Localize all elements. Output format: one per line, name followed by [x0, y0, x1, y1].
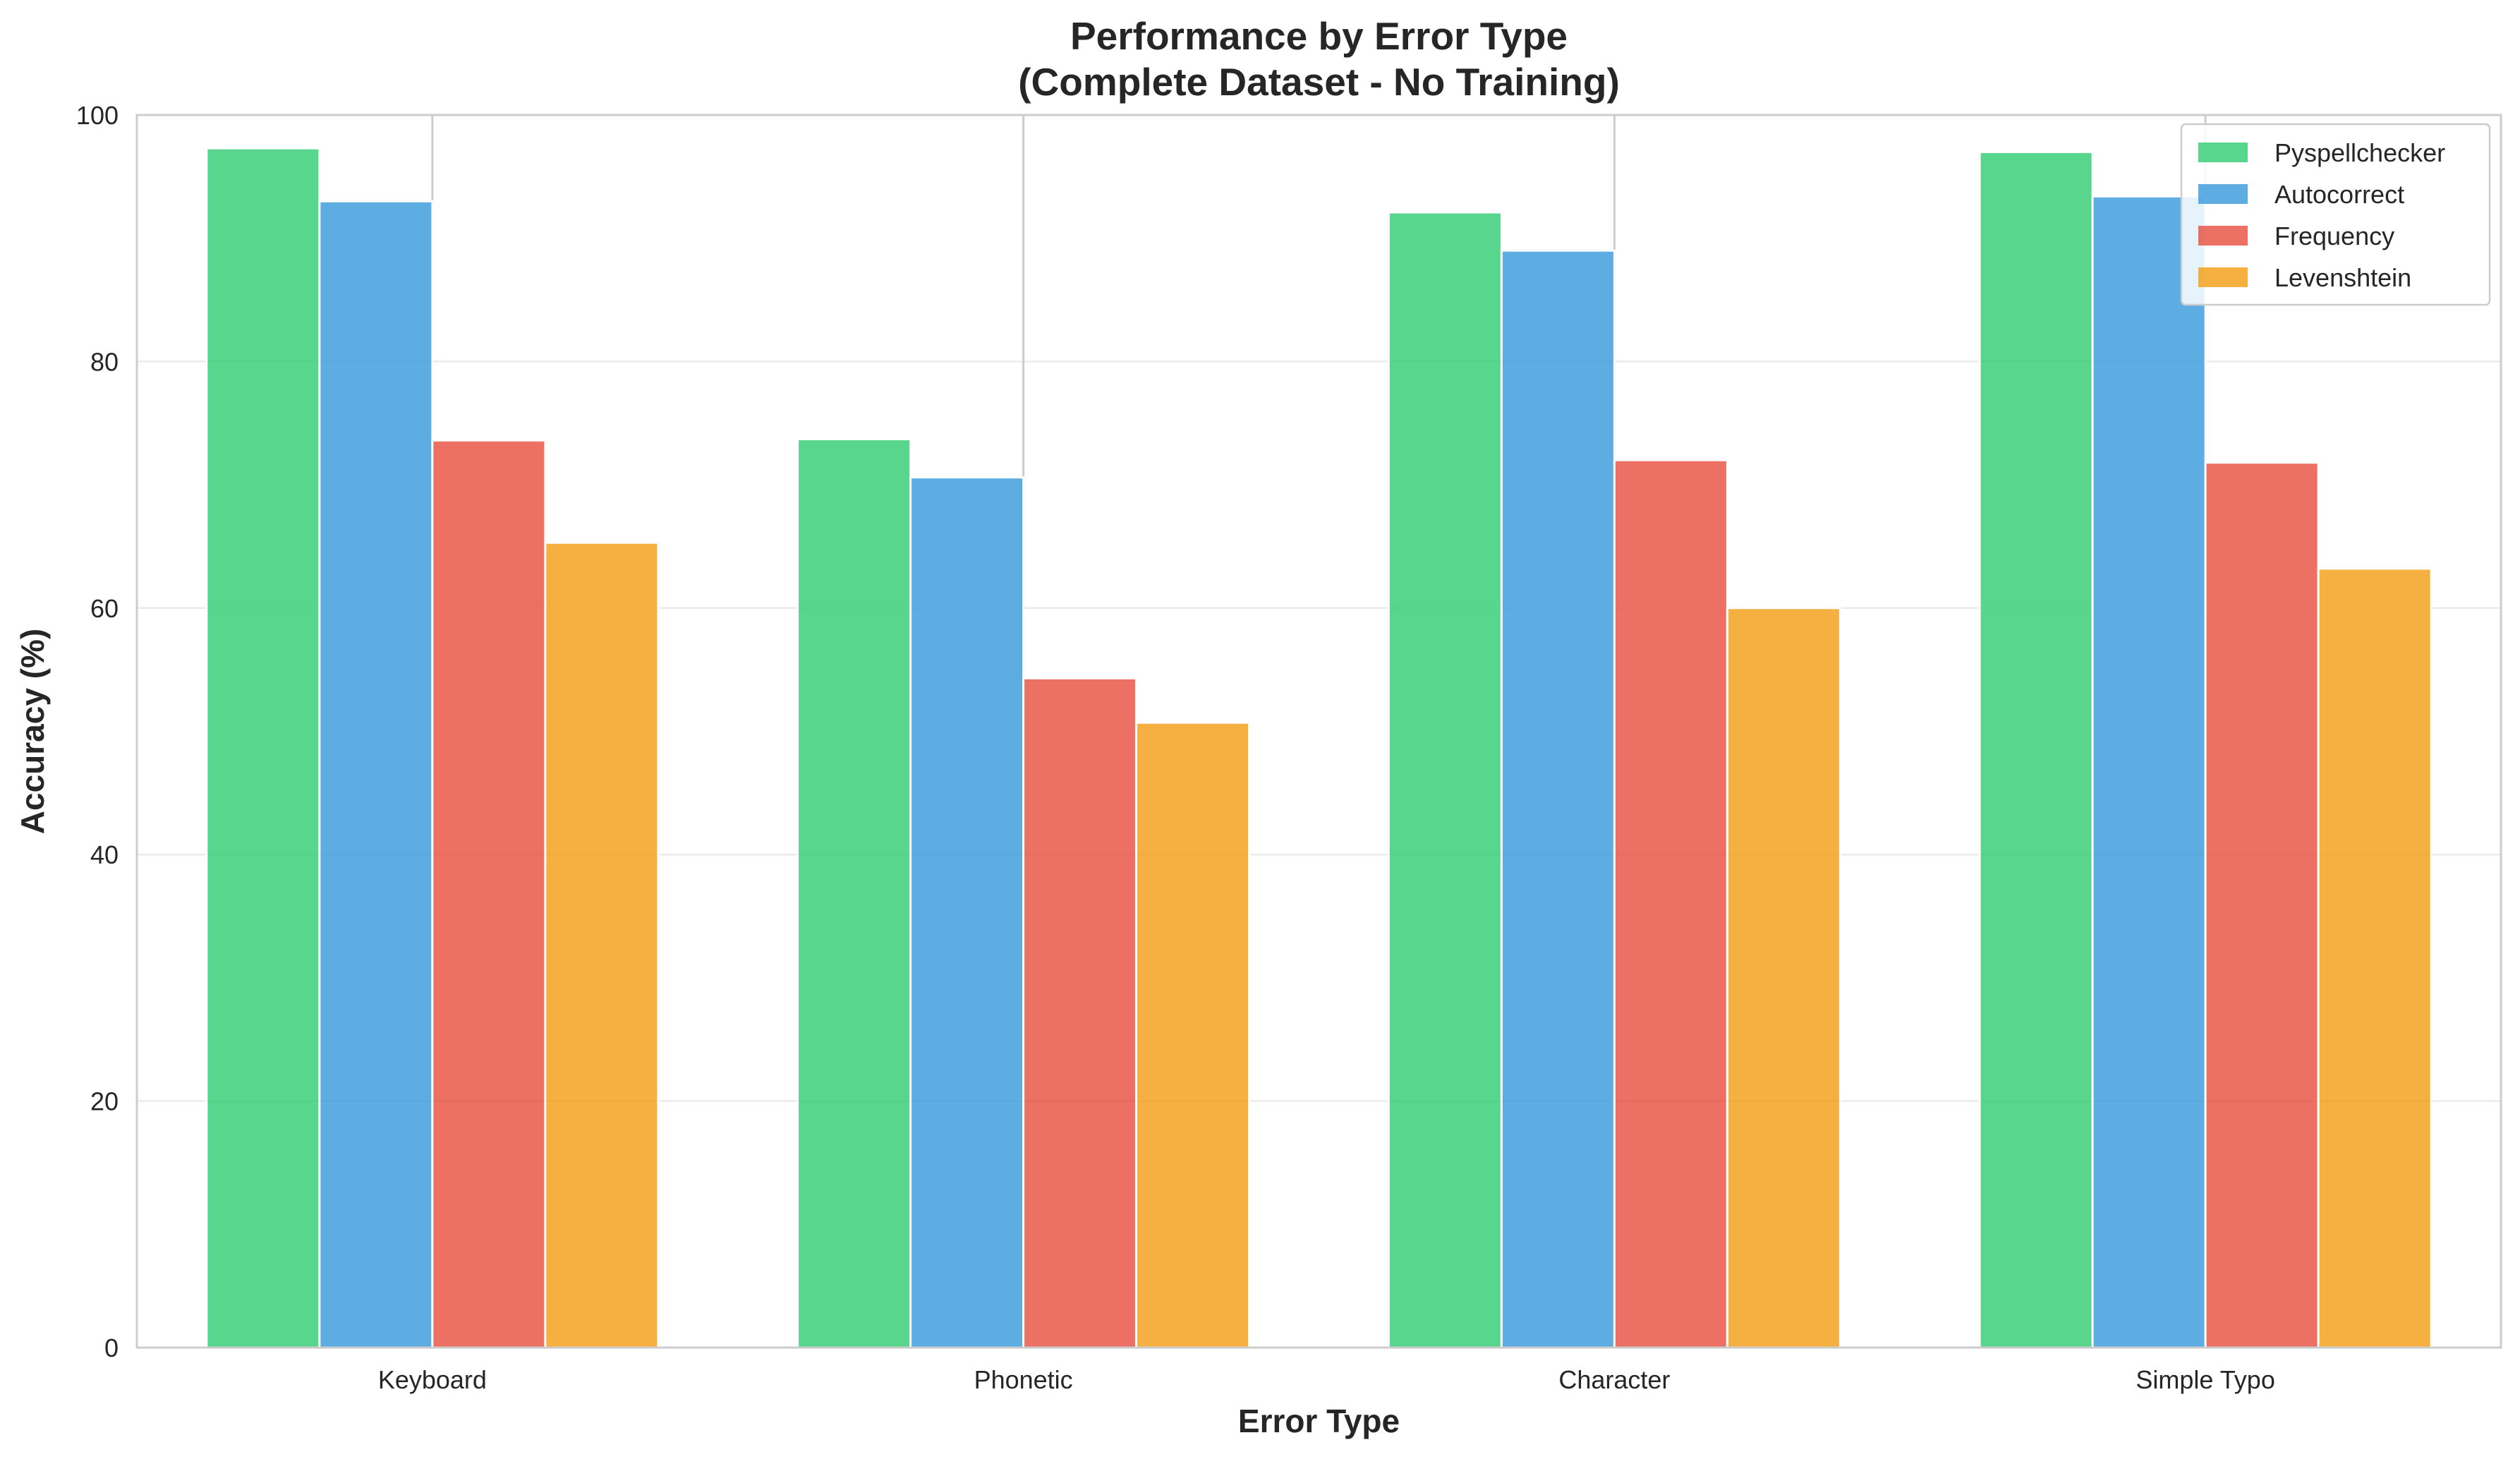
legend-label-autocorrect: Autocorrect [2274, 180, 2404, 209]
bar-autocorrect-simple-typo [2091, 195, 2207, 1349]
x-tick-label: Phonetic [974, 1365, 1073, 1394]
legend-label-frequency: Frequency [2274, 222, 2394, 250]
bar-pyspellchecker-simple-typo [1978, 150, 2094, 1349]
bar-frequency-character [1613, 459, 1728, 1349]
x-tick-label: Keyboard [378, 1365, 487, 1394]
bar-levenshtein-keyboard [544, 541, 660, 1349]
bar-pyspellchecker-keyboard [205, 147, 321, 1349]
bar-levenshtein-simple-typo [2317, 567, 2433, 1349]
y-tick-label: 40 [90, 840, 119, 869]
y-axis-ticks: 0 20 40 60 80 100 [76, 101, 119, 1362]
bars [205, 147, 2433, 1349]
x-axis-label: Error Type [1238, 1403, 1400, 1439]
y-tick-label: 60 [90, 594, 119, 623]
plot-frame [135, 114, 2502, 1349]
legend-swatch-frequency [2198, 226, 2248, 246]
legend: Pyspellchecker Autocorrect Frequency Levens… [2180, 123, 2491, 306]
x-tick-label: Simple Typo [2136, 1365, 2274, 1394]
y-tick-label: 0 [104, 1333, 119, 1362]
bar-pyspellchecker-character [1387, 211, 1503, 1349]
bar-levenshtein-character [1726, 607, 1841, 1349]
x-axis-ticks: Keyboard Phonetic Character Simple Typo [378, 1365, 2275, 1394]
legend-label-pyspellchecker: Pyspellchecker [2274, 138, 2445, 167]
legend-items: Pyspellchecker Autocorrect Frequency Levens… [2198, 138, 2445, 292]
bar-autocorrect-character [1500, 249, 1616, 1349]
chart-title: Performance by Error Type [1070, 14, 1568, 58]
bar-autocorrect-keyboard [318, 200, 434, 1349]
legend-swatch-pyspellchecker [2198, 143, 2248, 162]
legend-box [2180, 123, 2491, 306]
bar-pyspellchecker-phonetic [796, 437, 912, 1349]
y-tick-label: 80 [90, 347, 119, 376]
bar-frequency-simple-typo [2204, 461, 2320, 1349]
bar-autocorrect-phonetic [909, 476, 1025, 1349]
y-axis-label: Accuracy (%) [14, 629, 51, 834]
bar-levenshtein-phonetic [1135, 721, 1251, 1349]
bar-frequency-keyboard [431, 439, 547, 1349]
y-tick-label: 20 [90, 1087, 119, 1116]
chart-subtitle: (Complete Dataset - No Training) [1018, 60, 1620, 104]
legend-swatch-levenshtein [2198, 267, 2248, 287]
bar-frequency-phonetic [1022, 677, 1138, 1349]
x-tick-label: Character [1558, 1365, 1670, 1394]
legend-swatch-autocorrect [2198, 184, 2248, 204]
legend-label-levenshtein: Levenshtein [2274, 263, 2411, 292]
y-tick-label: 100 [76, 101, 119, 130]
